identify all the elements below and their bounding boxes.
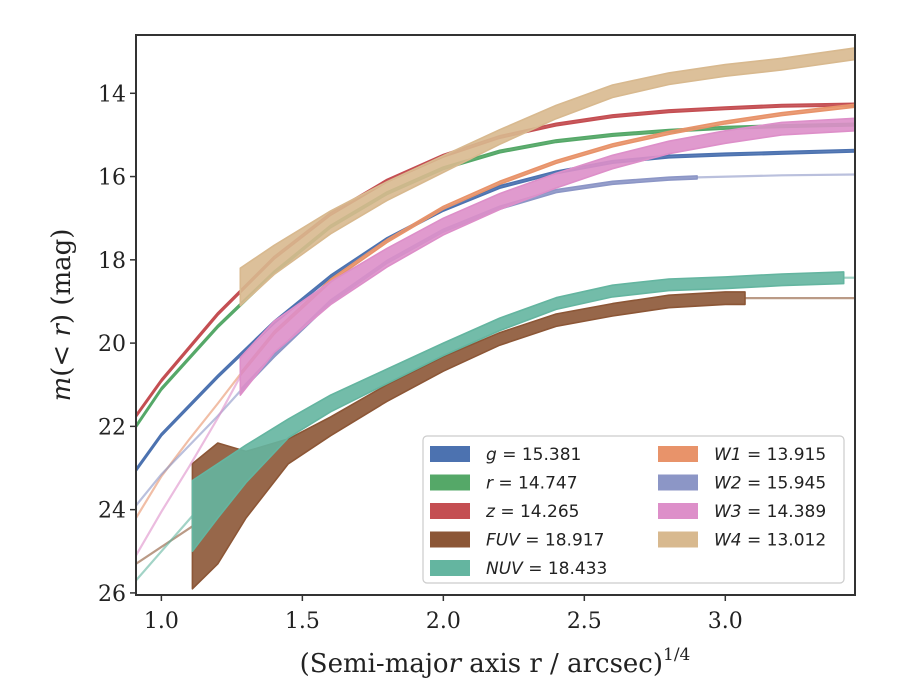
x-tick-label: 2.5 (567, 609, 602, 634)
x-axis-label-text: (Semi-majo (300, 649, 449, 679)
legend-box (422, 435, 845, 584)
extrapolated-curve-w2 (136, 390, 242, 507)
x-tick-label: 1.5 (285, 609, 320, 634)
y-axis-label-text: (< (47, 337, 77, 377)
y-tick-label: 14 (98, 82, 126, 107)
extrapolated-curve-w1 (136, 373, 242, 519)
legend-swatch-w2 (658, 474, 698, 491)
y-tick-label: 24 (98, 499, 126, 524)
legend-entry-nuv: NUV = 18.433 (486, 559, 607, 579)
series-g (136, 148, 855, 473)
uncertainty-band-w4 (239, 47, 855, 307)
legend-swatch-g (430, 446, 470, 462)
legend-entry-w1: W1 = 13.915 (714, 445, 826, 465)
series-fuv (136, 291, 855, 590)
legend-entry-r: r = 14.747 (486, 474, 578, 494)
y-tick-label: 22 (98, 415, 126, 440)
y-tick-label: 20 (98, 332, 126, 357)
uncertainty-band-g (136, 148, 855, 473)
x-axis-label-power: 1/4 (663, 645, 690, 665)
legend: g = 15.381 r = 14.747 z = 14.265 FUV = 18.9… (422, 435, 845, 584)
legend-entry-w4: W4 = 13.012 (714, 531, 826, 551)
extrapolated-curve-nuv (136, 515, 194, 582)
legend-entry-w2: W2 = 15.945 (714, 474, 826, 494)
series-w4 (239, 47, 855, 307)
plot-frame (135, 34, 856, 596)
x-axis-label: (Semi-major axis r / arcsec)1/4 (300, 645, 691, 679)
y-axis-label-symbol: m (47, 377, 77, 402)
legend-swatch-z (430, 503, 470, 519)
legend-entry-fuv: FUV = 18.917 (486, 531, 604, 551)
extrapolated-curve-fuv (136, 525, 194, 565)
legend-swatch-r (430, 474, 470, 491)
uncertainty-band-w1 (239, 103, 855, 377)
extrapolated-curve-w3 (136, 375, 242, 556)
uncertainty-band-w3 (239, 117, 855, 396)
series-layer (136, 47, 855, 590)
legend-entry-g: g = 15.381 (486, 445, 581, 465)
legend-swatch-w1 (658, 446, 698, 462)
y-tick-label: 18 (98, 249, 126, 274)
y-axis-label: m(< r) (mag) (47, 229, 77, 402)
legend-entry-z: z = 14.265 (485, 502, 579, 522)
y-tick-label: 16 (98, 166, 126, 191)
x-tick-label: 1.0 (144, 609, 179, 634)
y-axis-label-unit: ) (mag) (47, 229, 77, 325)
uncertainty-band-fuv (191, 291, 746, 590)
legend-swatch-nuv (430, 560, 470, 576)
x-axis-label-text-rest: axis r / arcsec) (461, 649, 663, 679)
x-tick-label: 3.0 (708, 609, 743, 634)
legend-swatch-fuv (430, 531, 470, 548)
uncertainty-band-nuv (191, 271, 845, 553)
series-nuv (136, 271, 855, 582)
x-tick-label: 2.0 (426, 609, 461, 634)
x-axis: 1.0 1.5 2.0 2.5 3.0 (144, 595, 743, 634)
extrapolated-curve-w2 (697, 173, 855, 179)
legend-entry-w3: W3 = 14.389 (714, 502, 826, 522)
series-w1 (136, 103, 855, 519)
x-axis-label-italic: r (449, 649, 463, 679)
y-axis-label-radius: r (47, 323, 77, 337)
legend-swatch-w3 (658, 503, 698, 519)
y-axis: 14 16 18 20 22 24 26 (98, 82, 136, 607)
legend-swatch-w4 (658, 531, 698, 548)
y-tick-label: 26 (98, 582, 126, 607)
series-w3 (136, 117, 855, 556)
